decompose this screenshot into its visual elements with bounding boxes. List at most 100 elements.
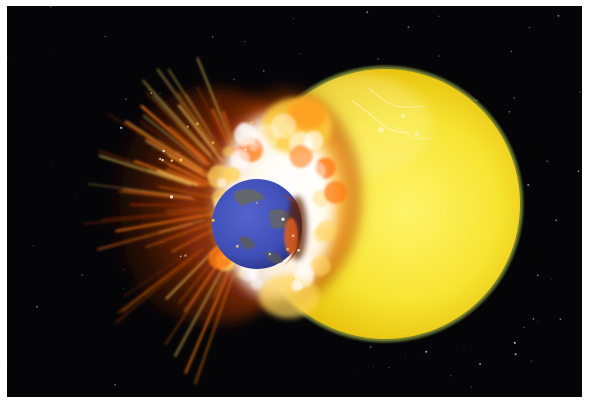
debris-speck <box>250 121 253 124</box>
debris-speck <box>277 114 280 118</box>
star-speck <box>299 53 300 55</box>
star-speck <box>510 50 513 52</box>
fire-puff <box>310 180 324 193</box>
plume-streak <box>152 95 214 160</box>
star-speck <box>532 318 535 320</box>
plume-streak <box>142 114 206 166</box>
star-speck <box>463 348 465 350</box>
fire-puff <box>324 181 347 204</box>
space-scene <box>7 6 582 397</box>
star-speck <box>369 345 372 349</box>
star-speck <box>514 353 517 356</box>
debris-speck <box>186 125 189 128</box>
plume-streak <box>123 237 211 298</box>
plume-streak <box>99 154 192 186</box>
debris-speck <box>299 286 303 290</box>
debris-speck <box>255 201 258 204</box>
star-speck <box>513 97 515 99</box>
star-speck <box>530 360 533 362</box>
star-speck <box>438 55 440 57</box>
star-speck <box>74 197 76 198</box>
star-speck <box>150 92 153 94</box>
star-speck <box>81 273 84 277</box>
star-speck <box>537 321 538 323</box>
star-speck <box>546 160 549 162</box>
debris-speck <box>161 158 164 162</box>
star-speck <box>159 92 161 94</box>
star-speck <box>32 245 34 247</box>
star-speck <box>122 269 124 271</box>
star-speck <box>7 365 8 367</box>
fire-puff <box>316 157 336 178</box>
star-speck <box>104 35 106 38</box>
fire-puff <box>230 150 250 169</box>
debris-speck <box>179 255 182 258</box>
debris-specks <box>159 114 303 290</box>
plume-streak <box>165 258 223 345</box>
star-speck <box>407 26 410 28</box>
star-speck <box>366 11 369 14</box>
star-speck <box>513 341 516 344</box>
star-speck <box>123 288 125 290</box>
star-speck <box>557 14 560 17</box>
debris-speck <box>184 254 187 257</box>
plume-streak <box>155 228 200 246</box>
fire-puff <box>222 146 233 158</box>
star-speck <box>449 375 452 377</box>
star-speck <box>422 356 424 358</box>
earth-planet <box>212 179 307 269</box>
plume-streak <box>158 219 206 233</box>
star-speck <box>372 366 374 367</box>
star-speck <box>470 386 472 388</box>
plume-streak <box>140 104 210 166</box>
plume-streak <box>145 222 211 248</box>
debris-speck <box>170 159 174 162</box>
plume-streak <box>115 251 202 324</box>
star-speck <box>529 26 531 29</box>
star-speck <box>293 18 294 20</box>
star-speck <box>114 384 116 386</box>
fire-puff <box>225 166 241 182</box>
star-speck <box>262 70 265 72</box>
plume-streak <box>184 263 234 374</box>
debris-speck <box>179 158 183 162</box>
plume-streak <box>148 169 199 187</box>
fire-puff <box>298 265 315 281</box>
plume-streak <box>124 121 215 180</box>
debris-speck <box>286 247 289 251</box>
plume-streak <box>156 169 199 187</box>
fire-puff <box>217 178 227 188</box>
plume-streak <box>147 87 218 164</box>
star-speck <box>244 41 246 43</box>
plume-streak <box>158 225 211 248</box>
plume-streak <box>166 168 209 187</box>
debris-speck <box>285 133 288 136</box>
star-speck <box>523 326 525 328</box>
debris-speck <box>297 248 300 252</box>
debris-speck <box>161 241 163 243</box>
plume-streak <box>121 247 204 313</box>
fire-puff <box>291 281 302 292</box>
plume-streak <box>87 183 192 198</box>
star-speck <box>578 91 581 93</box>
plume-streak <box>118 190 196 201</box>
plume-streak <box>117 247 203 314</box>
star-speck <box>233 78 235 81</box>
star-speck <box>377 58 379 60</box>
debris-speck <box>196 122 199 126</box>
star-speck <box>7 56 9 59</box>
plume-streak <box>167 154 206 178</box>
star-speck <box>125 98 128 101</box>
debris-speck <box>169 195 174 199</box>
debris-speck <box>162 149 165 153</box>
star-speck <box>425 350 428 353</box>
debris-speck <box>227 181 230 185</box>
plume-streak <box>194 274 234 385</box>
star-speck <box>425 348 427 350</box>
plume-streak <box>138 120 211 174</box>
debris-speck <box>289 254 291 256</box>
debris-speck <box>281 217 285 221</box>
star-speck <box>536 274 539 277</box>
star-speck <box>212 36 214 38</box>
debris-speck <box>243 148 248 152</box>
